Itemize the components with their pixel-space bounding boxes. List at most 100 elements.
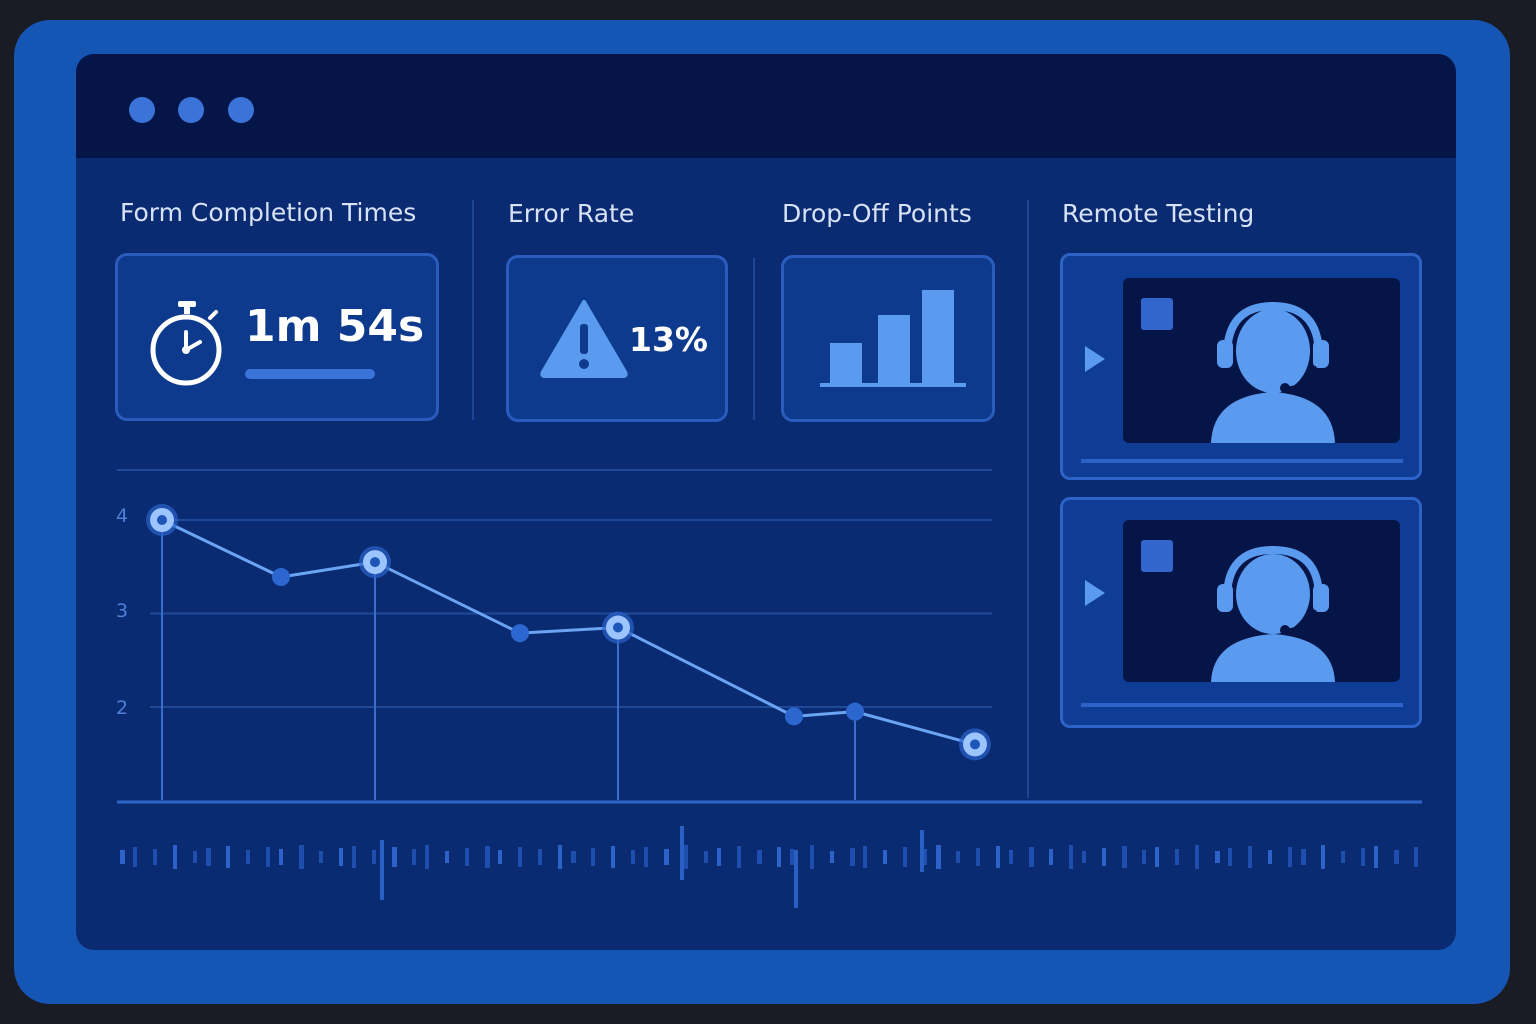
timeline-tick bbox=[631, 850, 635, 864]
remote-session-video[interactable] bbox=[1060, 253, 1422, 480]
window-control-dot[interactable] bbox=[178, 97, 204, 123]
timeline-tick bbox=[1029, 847, 1034, 867]
timeline-tick bbox=[704, 851, 708, 863]
warning-icon bbox=[540, 300, 628, 378]
y-tick-label: 4 bbox=[116, 505, 129, 527]
drop-off-bar bbox=[922, 290, 954, 383]
timeline-tick bbox=[664, 849, 669, 865]
drop-off-title: Drop-Off Points bbox=[782, 199, 972, 228]
timeline-tick bbox=[737, 846, 741, 868]
timeline-tick bbox=[1301, 849, 1306, 865]
timeline-tick bbox=[1142, 850, 1146, 864]
title-bar bbox=[76, 54, 1456, 158]
divider bbox=[472, 200, 474, 420]
timeline-tick bbox=[1321, 845, 1325, 869]
video-screen bbox=[1123, 520, 1400, 682]
timeline-ticks bbox=[120, 826, 1418, 908]
timeline-tick bbox=[412, 849, 416, 865]
data-point-center bbox=[970, 739, 980, 750]
timeline-tick bbox=[206, 848, 211, 866]
timeline-tick bbox=[372, 850, 376, 864]
completion-time-card[interactable]: 1m 54s bbox=[115, 253, 439, 421]
data-point-center bbox=[370, 557, 380, 568]
play-icon[interactable] bbox=[1083, 578, 1107, 608]
timeline-tick bbox=[1374, 846, 1378, 868]
timeline-tick bbox=[611, 846, 615, 868]
timeline-tick bbox=[193, 851, 197, 863]
error-rate-card[interactable]: 13% bbox=[506, 255, 728, 422]
data-point bbox=[785, 707, 803, 726]
timeline-tick bbox=[1414, 847, 1418, 867]
timeline-tick bbox=[352, 846, 356, 868]
timeline-tick bbox=[1069, 845, 1073, 869]
error-rate-value: 13% bbox=[629, 320, 708, 359]
timeline-tick bbox=[299, 845, 304, 869]
video-thumbnail-square bbox=[1141, 540, 1173, 572]
headset-person-icon bbox=[1211, 301, 1335, 443]
data-point-center bbox=[157, 515, 167, 525]
timeline-tick bbox=[936, 845, 941, 869]
timeline-tick bbox=[153, 849, 157, 865]
window-control-dot[interactable] bbox=[129, 97, 155, 123]
play-icon[interactable] bbox=[1083, 344, 1107, 374]
y-tick-label: 2 bbox=[116, 697, 129, 719]
drop-off-card[interactable] bbox=[781, 255, 995, 422]
timeline-tick bbox=[850, 848, 855, 866]
timeline-tick bbox=[644, 847, 648, 867]
timeline-tick bbox=[1228, 848, 1232, 866]
data-point bbox=[272, 568, 290, 587]
timeline-tick bbox=[883, 850, 887, 864]
timeline-marker bbox=[380, 840, 384, 900]
timeline-tick bbox=[1361, 848, 1365, 866]
timeline-tick bbox=[1215, 851, 1220, 863]
remote-session-video[interactable] bbox=[1060, 497, 1422, 728]
timeline-tick bbox=[246, 850, 250, 864]
video-timeline[interactable] bbox=[1081, 703, 1403, 707]
timeline-tick bbox=[465, 848, 469, 866]
timeline-tick bbox=[976, 848, 980, 866]
timeline-tick bbox=[173, 845, 177, 869]
timeline-tick bbox=[863, 846, 867, 868]
timeline-tick bbox=[1248, 846, 1252, 868]
timeline-tick bbox=[591, 848, 595, 866]
timeline-tick bbox=[392, 847, 397, 867]
timeline-tick bbox=[120, 850, 125, 864]
timeline-tick bbox=[1082, 851, 1086, 863]
timeline-tick bbox=[790, 849, 794, 865]
timeline-tick bbox=[133, 847, 137, 867]
timeline-tick bbox=[279, 849, 283, 865]
timeline-tick bbox=[571, 851, 576, 863]
timeline-tick bbox=[903, 847, 907, 867]
timeline-tick bbox=[226, 846, 230, 868]
remote-testing-title: Remote Testing bbox=[1062, 199, 1255, 228]
timeline-tick bbox=[538, 849, 542, 865]
timeline-tick bbox=[498, 850, 502, 864]
timeline-tick bbox=[445, 851, 449, 863]
video-timeline[interactable] bbox=[1081, 459, 1403, 463]
timeline-tick bbox=[956, 851, 960, 863]
timeline-tick bbox=[757, 850, 762, 864]
drop-off-bar bbox=[830, 343, 862, 383]
timeline-tick bbox=[1155, 847, 1159, 867]
series-line bbox=[161, 518, 976, 746]
divider bbox=[753, 258, 755, 420]
timeline-tick bbox=[996, 846, 1000, 868]
timeline-tick bbox=[1195, 845, 1199, 869]
window-control-dot[interactable] bbox=[228, 97, 254, 123]
timeline-tick bbox=[518, 847, 522, 867]
drop-off-bar bbox=[878, 315, 910, 383]
timeline-tick bbox=[1049, 849, 1053, 865]
timeline-tick bbox=[923, 849, 927, 865]
form-completion-title: Form Completion Times bbox=[120, 198, 417, 227]
timeline-tick bbox=[1009, 850, 1013, 864]
completion-progress-bar bbox=[245, 369, 375, 379]
timeline-tick bbox=[1102, 848, 1106, 866]
error-rate-title: Error Rate bbox=[508, 199, 635, 228]
timeline-tick bbox=[1268, 850, 1272, 864]
data-point-center bbox=[613, 622, 623, 633]
y-tick-label: 3 bbox=[116, 600, 129, 622]
timeline-tick bbox=[339, 848, 343, 866]
bar-chart-icon bbox=[820, 290, 966, 387]
divider bbox=[1027, 200, 1029, 798]
data-point bbox=[511, 624, 529, 643]
